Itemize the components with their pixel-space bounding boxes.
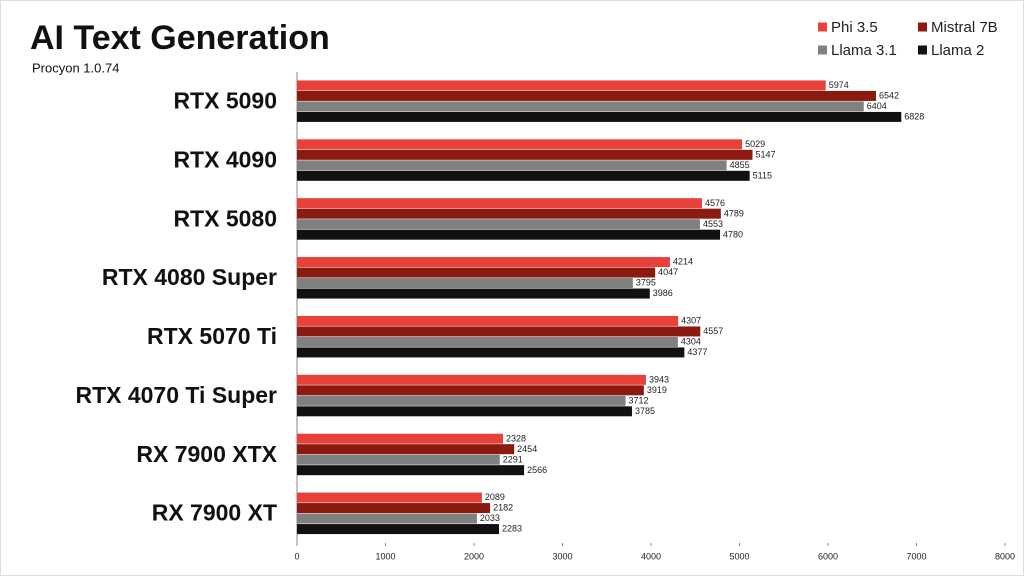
bar	[297, 395, 626, 406]
category-label: RTX 5090	[173, 88, 277, 114]
chart-title: AI Text Generation	[30, 19, 330, 57]
bar	[297, 170, 750, 181]
value-label: 4789	[724, 208, 744, 218]
bar	[297, 160, 727, 171]
bar	[297, 374, 646, 385]
value-label: 3943	[649, 374, 669, 384]
bar	[297, 229, 721, 240]
bar	[297, 208, 721, 219]
legend-swatch	[818, 22, 827, 32]
bar	[297, 149, 753, 160]
bar	[297, 336, 678, 347]
bar	[297, 385, 644, 396]
value-label: 4307	[681, 316, 701, 326]
value-label: 2033	[480, 513, 500, 523]
category-label: RX 7900 XT	[152, 500, 277, 526]
legend-label: Mistral 7B	[931, 19, 998, 36]
value-label: 4553	[703, 219, 723, 229]
bar	[297, 267, 656, 278]
value-label: 2566	[527, 465, 547, 475]
value-label: 3986	[653, 288, 673, 298]
legend-swatch	[918, 22, 927, 32]
value-label: 5147	[756, 149, 776, 159]
value-label: 5029	[745, 139, 765, 149]
bar	[297, 492, 482, 503]
value-label: 5974	[829, 80, 849, 90]
category-label: RTX 5080	[173, 205, 277, 231]
value-label: 4855	[730, 160, 750, 170]
value-label: 4377	[687, 347, 707, 357]
bar	[297, 101, 864, 112]
x-tick-label: 1000	[375, 551, 395, 561]
bar	[297, 513, 477, 524]
bar	[297, 219, 700, 230]
x-tick-label: 3000	[552, 551, 572, 561]
x-tick-label: 4000	[641, 551, 661, 561]
value-label: 3785	[635, 406, 655, 416]
bar	[297, 347, 685, 358]
value-label: 6542	[879, 91, 899, 101]
legend-swatch	[918, 45, 927, 55]
bar	[297, 326, 701, 337]
value-label: 4214	[673, 257, 693, 267]
legend-label: Phi 3.5	[831, 19, 878, 36]
category-label: RTX 5070 Ti	[147, 323, 277, 349]
x-tick-label: 8000	[995, 551, 1015, 561]
chart-subtitle: Procyon 1.0.74	[32, 60, 119, 75]
x-tick-label: 0	[294, 551, 299, 561]
value-label: 2283	[502, 524, 522, 534]
bar	[297, 524, 500, 535]
value-label: 4576	[705, 198, 725, 208]
value-label: 6828	[904, 112, 924, 122]
value-label: 3795	[636, 278, 656, 288]
value-label: 3712	[629, 395, 649, 405]
bar	[297, 444, 515, 455]
x-tick-label: 5000	[729, 551, 749, 561]
category-label: RTX 4090	[173, 146, 277, 172]
bar	[297, 198, 702, 209]
bar	[297, 257, 670, 268]
value-label: 2454	[517, 444, 537, 454]
bar	[297, 315, 679, 326]
bar	[297, 465, 525, 476]
value-label: 6404	[867, 101, 887, 111]
legend-label: Llama 2	[931, 42, 984, 59]
bar	[297, 278, 633, 289]
category-label: RTX 4070 Ti Super	[75, 382, 277, 408]
value-label: 5115	[753, 170, 772, 180]
bar	[297, 433, 504, 444]
bar	[297, 90, 876, 101]
x-tick-label: 6000	[818, 551, 838, 561]
value-label: 4304	[681, 337, 701, 347]
value-label: 4557	[703, 326, 723, 336]
value-label: 2182	[493, 503, 513, 513]
x-tick-label: 2000	[464, 551, 484, 561]
legend-label: Llama 3.1	[831, 42, 897, 59]
category-label: RX 7900 XTX	[136, 441, 277, 467]
bar	[297, 139, 743, 150]
x-tick-label: 7000	[906, 551, 926, 561]
legend-swatch	[818, 45, 827, 55]
category-label: RTX 4080 Super	[102, 264, 277, 290]
bar	[297, 406, 632, 417]
value-label: 2291	[503, 454, 523, 464]
value-label: 4780	[723, 229, 743, 239]
value-label: 4047	[658, 267, 678, 277]
bar	[297, 111, 902, 122]
bar	[297, 454, 500, 465]
bar	[297, 288, 650, 299]
value-label: 2328	[506, 433, 526, 443]
bar	[297, 503, 491, 514]
bar	[297, 80, 826, 91]
value-label: 3919	[647, 385, 667, 395]
value-label: 2089	[485, 492, 505, 502]
